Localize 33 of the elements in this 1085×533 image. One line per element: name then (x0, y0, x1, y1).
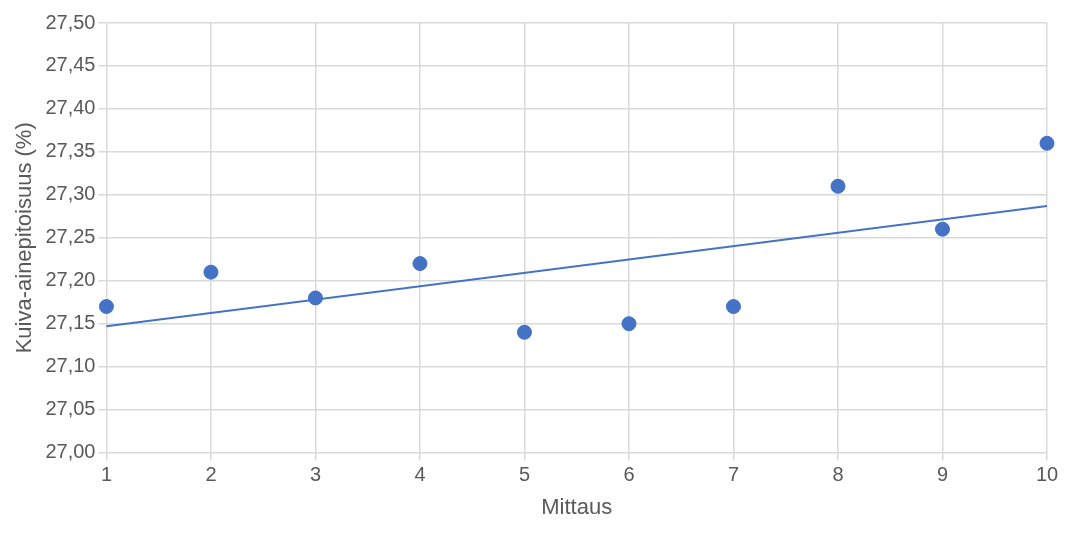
x-tick-label: 1 (100, 463, 113, 486)
y-tick-label: 27,00 (45, 440, 96, 463)
y-tick-label: 27,10 (45, 354, 96, 377)
point (725, 299, 741, 315)
y-tick-label: 27,25 (45, 225, 96, 248)
y-tick-label: 27,20 (45, 268, 96, 291)
y-axis-title: Kuiva-ainepitoisuus (%) (11, 122, 37, 354)
x-tick-label: 6 (623, 463, 635, 486)
x-tick-label: 7 (727, 463, 740, 486)
x-tick-label: 5 (518, 463, 531, 486)
point (934, 221, 950, 237)
point (307, 290, 323, 306)
point (621, 316, 637, 332)
point (1039, 135, 1055, 151)
x-axis-title: Mittaus (541, 493, 613, 519)
x-tick-label: 8 (832, 463, 844, 486)
point (98, 299, 114, 315)
point (203, 264, 219, 280)
x-tick-label: 2 (205, 463, 217, 486)
point (830, 178, 846, 194)
y-tick-label: 27,15 (45, 311, 96, 334)
point (516, 324, 532, 340)
point (412, 256, 428, 272)
y-tick-label: 27,30 (45, 182, 96, 205)
y-tick-label: 27,35 (45, 139, 96, 162)
x-tick-label: 4 (414, 463, 426, 486)
y-tick-label: 27,45 (45, 53, 96, 76)
y-tick-label: 27,40 (45, 96, 96, 119)
y-tick-label: 27,50 (45, 10, 96, 33)
y-tick-label: 27,05 (45, 397, 96, 420)
x-tick-label: 3 (309, 463, 322, 486)
x-tick-label: 9 (936, 463, 949, 486)
x-tick-label: 10 (1035, 463, 1059, 486)
